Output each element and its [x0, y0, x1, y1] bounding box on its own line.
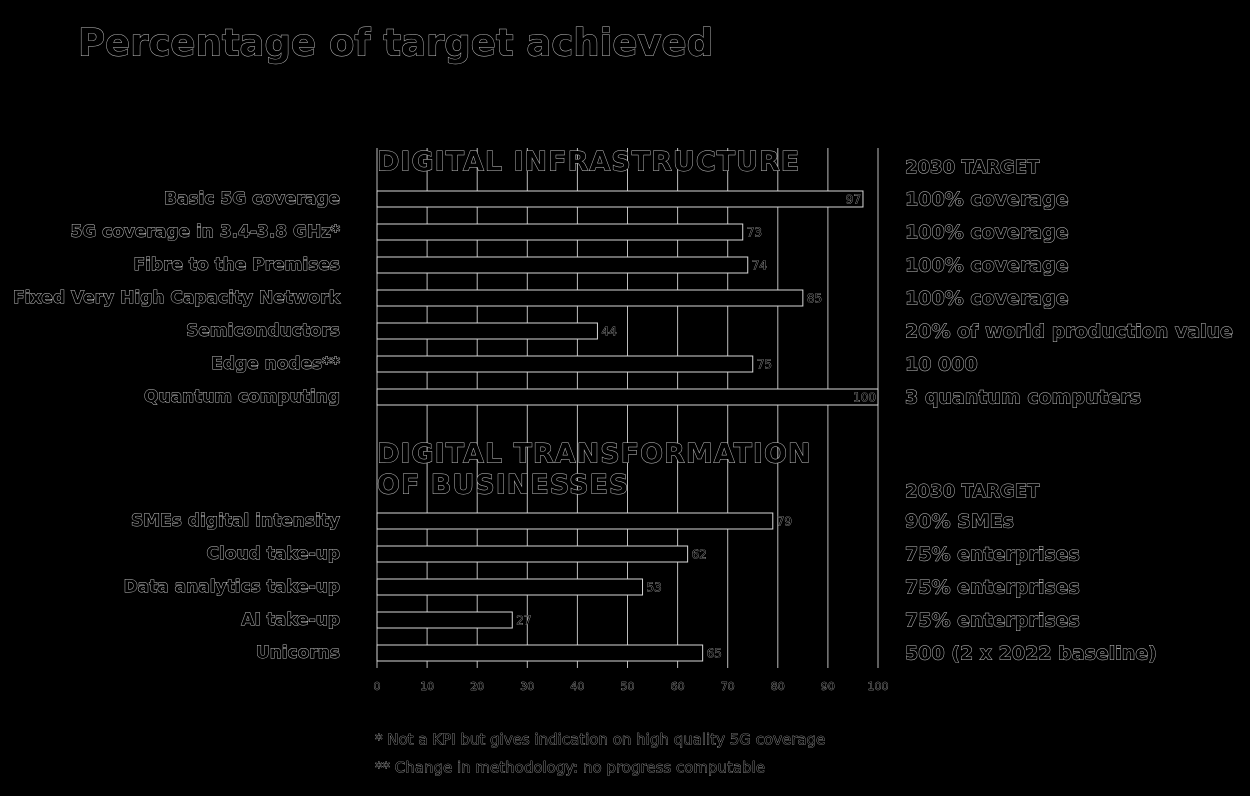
x-tick-label: 0	[374, 680, 381, 693]
category-label: Quantum computing	[144, 387, 340, 407]
x-tick-label: 80	[771, 680, 785, 693]
section-title: DIGITAL TRANSFORMATION	[377, 439, 812, 470]
value-label: 79	[777, 515, 792, 529]
bar	[376, 322, 598, 340]
category-label: Basic 5G coverage	[164, 189, 340, 209]
x-tick-label: 100	[868, 680, 889, 693]
target-header: 2030 TARGET	[905, 481, 1040, 502]
value-label: 44	[601, 325, 616, 339]
target-label: 100% coverage	[905, 255, 1069, 277]
target-label: 500 (2 x 2022 baseline)	[905, 643, 1157, 665]
target-label: 10 000	[905, 354, 978, 376]
chart-title: Percentage of target achieved	[78, 22, 713, 65]
category-label: Semiconductors	[186, 321, 340, 341]
category-label: Data analytics take-up	[124, 577, 340, 597]
target-label: 100% coverage	[905, 222, 1069, 244]
category-label: Fibre to the Premises	[133, 255, 340, 275]
value-label: 65	[707, 647, 722, 661]
bar	[376, 644, 704, 662]
x-tick-label: 90	[821, 680, 835, 693]
target-label: 75% enterprises	[905, 577, 1080, 599]
value-label: 62	[692, 548, 707, 562]
bar	[376, 611, 513, 629]
bar	[376, 355, 754, 373]
bar	[376, 512, 774, 530]
bar	[376, 223, 744, 241]
x-tick-label: 30	[520, 680, 534, 693]
x-tick-label: 20	[470, 680, 484, 693]
bar	[376, 256, 749, 274]
target-label: 75% enterprises	[905, 544, 1080, 566]
target-label: 3 quantum computers	[905, 387, 1141, 409]
value-label: 97	[846, 193, 861, 207]
x-tick-label: 60	[671, 680, 685, 693]
target-label: 90% SMEs	[905, 511, 1014, 533]
category-label: Fixed Very High Capacity Network	[13, 288, 341, 308]
value-label: 85	[807, 292, 822, 306]
x-tick-label: 70	[721, 680, 735, 693]
target-label: 100% coverage	[905, 189, 1069, 211]
category-label: SMEs digital intensity	[131, 511, 340, 531]
category-label: Unicorns	[256, 643, 340, 663]
value-label: 74	[752, 259, 767, 273]
target-label: 100% coverage	[905, 288, 1069, 310]
value-label: 27	[516, 614, 531, 628]
category-label: AI take-up	[241, 610, 340, 630]
category-label: Cloud take-up	[207, 544, 340, 564]
x-tick-label: 50	[621, 680, 635, 693]
x-tick-label: 10	[420, 680, 434, 693]
category-label: Edge nodes**	[211, 354, 340, 374]
value-label: 73	[747, 226, 762, 240]
footnote: * Not a KPI but gives indication on high…	[375, 731, 825, 749]
category-label: 5G coverage in 3.4-3.8 GHz*	[70, 222, 340, 242]
bar	[376, 388, 879, 406]
target-label: 20% of world production value	[905, 321, 1233, 343]
target-label: 75% enterprises	[905, 610, 1080, 632]
bar	[376, 578, 644, 596]
x-tick-label: 40	[570, 680, 584, 693]
bar	[376, 545, 689, 563]
value-label: 100	[853, 391, 876, 405]
value-label: 53	[647, 581, 662, 595]
bar	[376, 190, 864, 208]
bar	[376, 289, 804, 307]
section-title: DIGITAL INFRASTRUCTURE	[377, 147, 800, 178]
target-header: 2030 TARGET	[905, 157, 1040, 178]
footnote: ** Change in methodology: no progress co…	[375, 759, 765, 777]
value-label: 75	[757, 358, 772, 372]
section-title: OF BUSINESSES	[377, 470, 629, 501]
